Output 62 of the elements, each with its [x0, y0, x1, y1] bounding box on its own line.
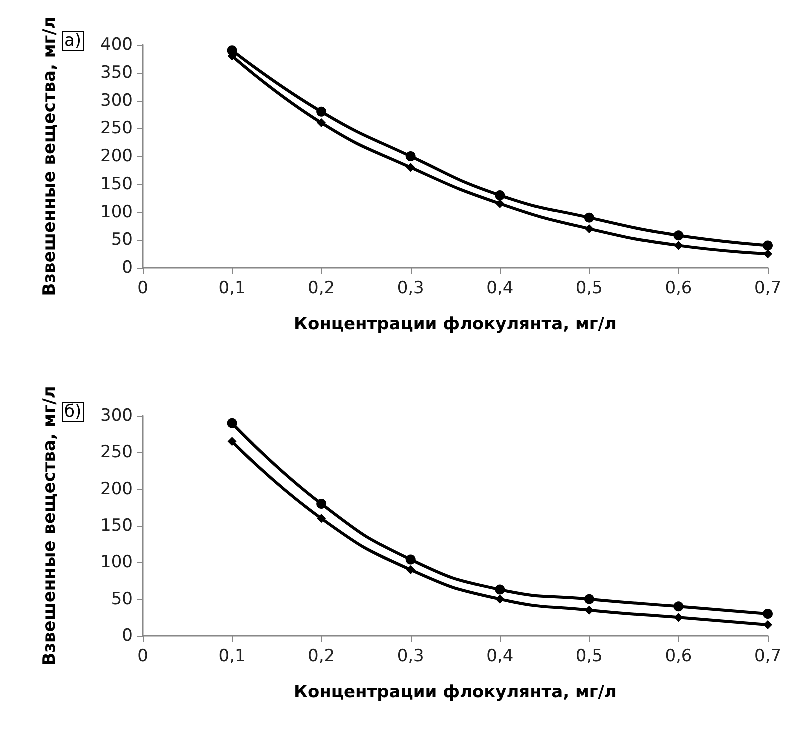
y-axis-title: Взвешенные вещества, мг/л — [40, 16, 60, 296]
point — [406, 554, 416, 565]
y-tick-label: 150 — [100, 516, 133, 536]
point — [496, 199, 505, 208]
y-tick-label: 300 — [100, 90, 133, 111]
text: б) — [64, 402, 82, 422]
point — [584, 224, 594, 234]
point — [227, 418, 238, 428]
y-tick-label: 350 — [100, 62, 133, 83]
point — [317, 118, 326, 128]
point — [674, 602, 684, 612]
x-tick-label: 0,4 — [486, 646, 514, 666]
x-tick-label: 0 — [138, 278, 148, 298]
y-tick-label: 0 — [122, 626, 133, 646]
point — [495, 190, 506, 201]
y-tick-label: 150 — [100, 174, 133, 194]
y-tick-label: 50 — [111, 589, 133, 610]
y-tick-label: 50 — [111, 230, 133, 250]
y-axis-title: Взвешенные вещества, мг/л — [40, 386, 60, 666]
y-tick-label: 100 — [100, 552, 133, 573]
x-tick-label: 0,2 — [308, 646, 336, 666]
point — [763, 240, 773, 251]
y-tick-label: 100 — [100, 202, 133, 222]
point — [406, 152, 416, 162]
point — [674, 230, 684, 241]
x-axis-title: Концентрации флокулянта, мг/л — [294, 682, 617, 702]
point — [406, 566, 416, 574]
point — [674, 241, 684, 250]
y-tick-label: 200 — [100, 479, 133, 500]
x-tick-label: 0,4 — [486, 278, 514, 298]
x-tick-label: 0,5 — [576, 646, 603, 666]
x-tick-label: 0,3 — [397, 646, 424, 666]
x-tick-label: 0,6 — [665, 646, 692, 666]
point — [584, 594, 594, 604]
x-tick-label: 0,3 — [397, 278, 424, 298]
x-tick-label: 0 — [138, 646, 148, 666]
y-tick-label: 200 — [100, 146, 133, 166]
x-tick-label: 0,6 — [665, 278, 692, 298]
point — [496, 594, 505, 604]
x-tick-label: 0,2 — [308, 278, 336, 298]
point — [406, 163, 416, 172]
y-tick-label: 0 — [122, 258, 133, 278]
x-tick-label: 0,1 — [218, 646, 246, 666]
point — [763, 609, 773, 619]
point — [317, 514, 326, 524]
y-tick-label: 400 — [100, 35, 133, 55]
point — [495, 584, 506, 595]
point — [584, 212, 594, 223]
point — [316, 499, 327, 509]
x-tick-label: 0,1 — [218, 278, 246, 298]
x-tick-label: 0,5 — [576, 278, 603, 298]
y-tick-label: 300 — [100, 406, 133, 426]
point — [764, 620, 772, 630]
x-axis-title: Концентрации флокулянта, мг/л — [294, 314, 617, 334]
x-tick-label: 0,7 — [754, 278, 782, 298]
point — [228, 437, 237, 446]
y-tick-label: 250 — [100, 442, 133, 463]
point — [316, 106, 327, 117]
y-tick-label: 250 — [100, 118, 133, 139]
text: а) — [64, 31, 82, 51]
point — [764, 250, 772, 259]
x-tick-label: 0,7 — [754, 646, 782, 666]
